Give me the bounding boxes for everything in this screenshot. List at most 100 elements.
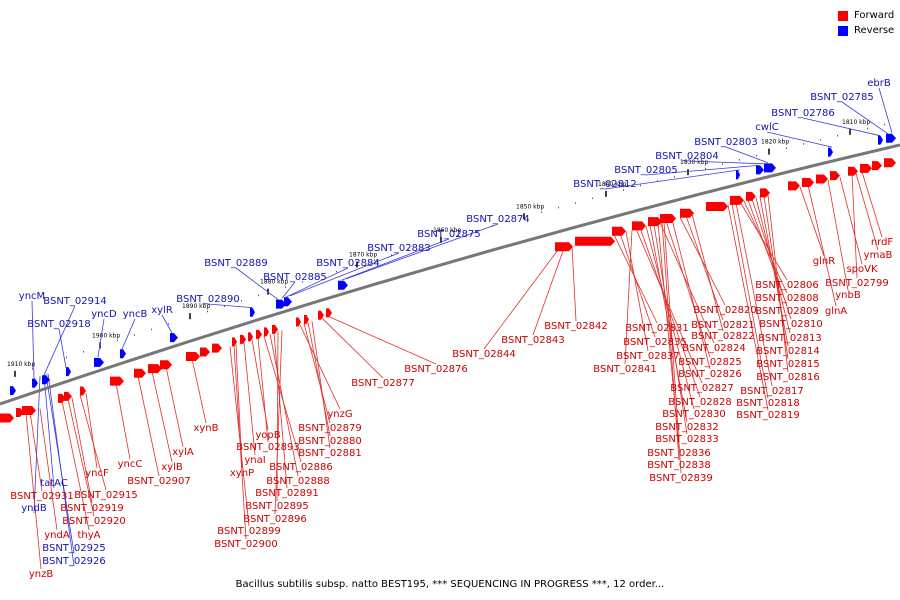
forward-gene-label[interactable]: BSNT_02816	[756, 372, 819, 383]
reverse-gene[interactable]	[764, 163, 776, 173]
reverse-gene[interactable]	[10, 386, 16, 396]
forward-gene-label[interactable]: BSNT_02814	[756, 346, 819, 357]
forward-gene-label[interactable]: BSNT_02817	[740, 386, 803, 397]
reverse-gene-label[interactable]: BSNT_02885	[263, 272, 326, 283]
reverse-gene-label[interactable]: BSNT_02786	[771, 108, 834, 119]
forward-gene[interactable]	[872, 161, 882, 171]
forward-gene-label[interactable]: BSNT_02876	[404, 364, 467, 375]
forward-gene-label[interactable]: yndA	[44, 530, 70, 541]
forward-gene[interactable]	[730, 195, 744, 205]
forward-gene-label[interactable]: BSNT_02842	[544, 321, 607, 332]
forward-gene-label[interactable]: BSNT_02821	[691, 320, 754, 331]
reverse-gene[interactable]	[170, 333, 178, 343]
forward-gene-label[interactable]: BSNT_02915	[74, 490, 137, 501]
forward-gene[interactable]	[0, 413, 14, 423]
reverse-gene-label[interactable]: BSNT_02925	[42, 543, 105, 554]
forward-gene-label[interactable]: BSNT_02881	[298, 448, 361, 459]
forward-gene[interactable]	[575, 236, 615, 246]
forward-gene-label[interactable]: BSNT_02879	[298, 423, 361, 434]
reverse-gene[interactable]	[94, 357, 104, 367]
forward-gene-label[interactable]: BSNT_02825	[678, 357, 741, 368]
forward-gene-label[interactable]: BSNT_02843	[501, 335, 564, 346]
forward-gene[interactable]	[848, 166, 858, 176]
reverse-gene-label[interactable]: BSNT_02890	[176, 294, 239, 305]
forward-gene-label[interactable]: BSNT_02815	[756, 359, 819, 370]
reverse-gene-label[interactable]: BSNT_02883	[367, 243, 430, 254]
reverse-gene-label[interactable]: BSNT_02875	[417, 229, 480, 240]
forward-gene-label[interactable]: BSNT_02886	[269, 462, 332, 473]
forward-gene-label[interactable]: ymaB	[864, 250, 893, 261]
reverse-gene-label[interactable]: BSNT_02914	[43, 296, 106, 307]
forward-gene[interactable]	[264, 327, 269, 337]
forward-gene[interactable]	[304, 315, 309, 325]
forward-gene[interactable]	[760, 188, 770, 198]
forward-gene-label[interactable]: ynaI	[244, 455, 265, 466]
forward-gene-label[interactable]: glnR	[813, 256, 835, 267]
reverse-gene-label[interactable]: BSNT_02884	[316, 258, 379, 269]
forward-gene[interactable]	[860, 163, 872, 173]
forward-gene[interactable]	[788, 181, 800, 191]
forward-gene[interactable]	[612, 226, 626, 236]
forward-gene[interactable]	[160, 360, 172, 370]
forward-gene[interactable]	[318, 310, 324, 320]
reverse-gene[interactable]	[250, 307, 255, 317]
reverse-gene[interactable]	[276, 299, 286, 309]
reverse-gene-label[interactable]: BSNT_02803	[694, 137, 757, 148]
forward-gene-label[interactable]: ynzG	[327, 409, 352, 420]
forward-gene[interactable]	[232, 337, 237, 347]
forward-gene[interactable]	[680, 208, 694, 218]
forward-gene-label[interactable]: BSNT_02880	[298, 436, 361, 447]
forward-gene-label[interactable]: nrdF	[871, 237, 894, 248]
forward-gene-label[interactable]: BSNT_02813	[758, 333, 821, 344]
reverse-gene[interactable]	[828, 147, 833, 157]
forward-gene-label[interactable]: glnA	[825, 306, 847, 317]
forward-gene-label[interactable]: xynP	[230, 468, 254, 479]
reverse-gene-label[interactable]: BSNT_02889	[204, 258, 267, 269]
reverse-gene-label[interactable]: xylR	[151, 305, 173, 316]
reverse-gene[interactable]	[32, 378, 38, 388]
forward-gene-label[interactable]: BSNT_02900	[214, 539, 277, 550]
forward-gene[interactable]	[816, 174, 828, 184]
forward-gene-label[interactable]: BSNT_02818	[736, 398, 799, 409]
forward-gene-label[interactable]: BSNT_02920	[62, 516, 125, 527]
forward-gene-label[interactable]: BSNT_02833	[655, 434, 718, 445]
forward-gene-label[interactable]: thyA	[77, 530, 100, 541]
forward-gene[interactable]	[200, 347, 210, 357]
forward-gene[interactable]	[248, 332, 253, 342]
forward-gene[interactable]	[884, 158, 896, 168]
reverse-gene-label[interactable]: BSNT_02874	[466, 214, 529, 225]
forward-gene[interactable]	[22, 406, 36, 416]
forward-gene-label[interactable]: xylA	[172, 447, 194, 458]
forward-gene-label[interactable]: BSNT_02819	[736, 410, 799, 421]
reverse-gene[interactable]	[338, 280, 348, 290]
reverse-gene-label[interactable]: cwlC	[755, 122, 778, 133]
forward-gene-label[interactable]: BSNT_02844	[452, 349, 515, 360]
reverse-gene[interactable]	[284, 297, 292, 307]
reverse-gene-label[interactable]: yncD	[91, 309, 117, 320]
forward-gene-label[interactable]: BSNT_02830	[662, 409, 725, 420]
forward-gene-label[interactable]: BSNT_02919	[60, 503, 123, 514]
forward-gene-label[interactable]: xynB	[193, 423, 218, 434]
forward-gene-label[interactable]: yncC	[118, 459, 143, 470]
forward-gene-label[interactable]: BSNT_02877	[351, 378, 414, 389]
forward-gene-label[interactable]: spoVK	[846, 264, 878, 275]
reverse-gene[interactable]	[756, 165, 764, 175]
forward-gene-label[interactable]: BSNT_02831	[625, 323, 688, 334]
forward-gene-label[interactable]: BSNT_02836	[647, 448, 710, 459]
forward-gene[interactable]	[648, 217, 662, 227]
forward-gene[interactable]	[80, 386, 86, 396]
reverse-gene-label[interactable]: BSNT_02785	[810, 92, 873, 103]
reverse-gene-label[interactable]: tatAC	[40, 478, 68, 489]
forward-gene-label[interactable]: BSNT_02832	[655, 422, 718, 433]
reverse-gene[interactable]	[66, 367, 71, 377]
forward-gene-label[interactable]: xylB	[161, 462, 183, 473]
forward-gene[interactable]	[632, 221, 646, 231]
forward-gene-label[interactable]: BSNT_02822	[691, 331, 754, 342]
forward-gene-label[interactable]: BSNT_02907	[127, 476, 190, 487]
forward-gene-label[interactable]: yopB	[255, 430, 280, 441]
forward-gene[interactable]	[186, 351, 200, 361]
forward-gene[interactable]	[555, 242, 573, 252]
forward-gene-label[interactable]: BSNT_02835	[623, 337, 686, 348]
forward-gene-label[interactable]: BSNT_02820	[693, 305, 756, 316]
forward-gene-label[interactable]: ynzB	[29, 569, 54, 580]
